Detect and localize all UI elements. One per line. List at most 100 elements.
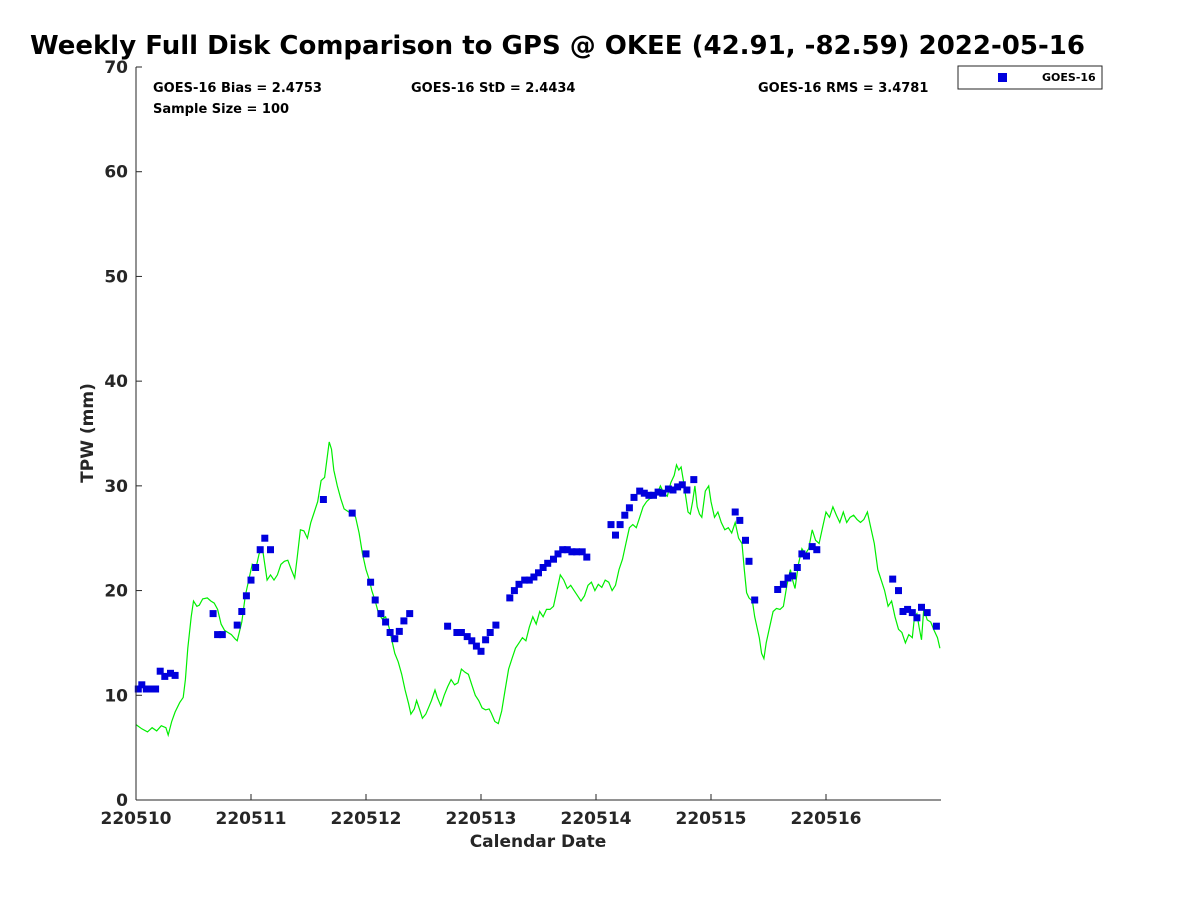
plot-background [136,67,941,800]
goes16-point [568,548,576,556]
goes16-point [395,627,403,635]
goes16-point [214,631,222,639]
plot-area [136,67,941,800]
goes16-point [453,629,461,636]
goes16-point [808,543,816,551]
legend: GOES-16 [957,65,1103,90]
goes16-point [908,609,916,617]
goes16-point [167,669,174,677]
goes16-point [789,572,797,580]
bias-annotation: GOES-16 Bias = 2.4753 [153,81,322,96]
x-tick-label: 220514 [561,809,632,829]
goes16-point [913,614,921,622]
goes16-point [669,486,677,494]
goes16-point [382,618,390,626]
goes16-point [138,681,146,689]
goes16-point [386,629,394,636]
goes16-point [147,685,155,693]
x-tick-label: 220511 [216,809,287,829]
axes [135,67,941,801]
legend-label-goes-16: GOES-16 [1042,71,1096,84]
goes16-point [544,559,552,567]
goes16-point [261,534,269,542]
goes16-point [889,575,897,583]
goes16-point [683,486,691,494]
y-tick-label: 50 [104,267,128,287]
goes16-point [319,496,327,503]
goes16-point [242,592,250,600]
goes16-point [904,605,912,613]
goes16-point [690,476,698,484]
x-tick-label: 220512 [331,809,402,829]
legend-marker-goes-16 [998,73,1007,82]
goes16-point [803,552,810,560]
std-annotation: GOES-16 StD = 2.4434 [411,81,575,96]
goes16-point [563,546,571,554]
goes16-point [918,603,925,611]
goes16-point [156,667,164,675]
goes16-point [731,508,739,516]
sample-size-annotation: Sample Size = 100 [153,102,289,117]
goes16-point [616,521,624,529]
goes16-point [678,481,686,489]
goes16-point [209,610,217,618]
goes16-point [636,487,644,495]
goes16-point [932,622,940,630]
goes16-point [559,546,567,554]
y-tick-label: 20 [104,582,128,602]
goes16-point [482,636,490,644]
goes16-point [612,531,619,539]
goes16-point [247,576,255,584]
goes16-point [486,629,494,636]
goes16-point [645,491,653,499]
goes16-point [171,671,179,679]
goes16-point [348,509,356,517]
goes16-point [391,635,399,643]
legend-box [957,65,1103,90]
goes16-point [371,596,379,604]
goes16-point [798,550,806,558]
goes16-point [367,578,375,586]
x-tick-label: 220516 [791,809,862,829]
goes16-point [463,633,471,641]
goes16-point [742,536,749,544]
goes16-point [142,685,150,693]
goes16-point [899,608,907,615]
ticks: 0 10 20 30 40 50 60 70 220510 220511 220512 220513 2… [101,58,862,829]
goes16-point [457,629,465,636]
y-tick-label: 0 [116,791,128,811]
y-tick-label: 70 [104,58,128,78]
goes16-point [530,573,538,581]
goes16-point [630,493,638,501]
goes16-point [492,621,500,629]
goes16-point [578,548,586,556]
goes16-point [468,637,476,645]
goes16-point [444,622,452,630]
x-tick-label: 220515 [676,809,747,829]
goes16-point [252,564,260,571]
goes16-point [515,580,523,588]
y-tick-label: 10 [104,686,128,706]
goes16-point [477,647,485,655]
goes16-point [784,574,792,582]
goes16-point [218,631,226,639]
goes16-point [535,569,542,577]
goes16-point [134,685,142,693]
goes16-point [779,580,787,588]
y-axis-label: TPW (mm) [78,383,98,483]
goes16-point [650,491,657,499]
goes16-point [406,610,414,618]
goes16-point [923,609,931,617]
chart-title: Weekly Full Disk Comparison to GPS @ OKE… [30,31,1085,61]
goes16-point [238,608,246,615]
goes16-point [745,557,753,565]
goes16-point [583,553,591,561]
goes16-point [736,516,744,524]
goes16-point [573,548,580,556]
goes16-point [607,521,615,529]
goes16-point [400,617,408,625]
goes16-point [521,576,529,584]
goes16-point [472,642,480,650]
goes16-point [674,483,682,491]
